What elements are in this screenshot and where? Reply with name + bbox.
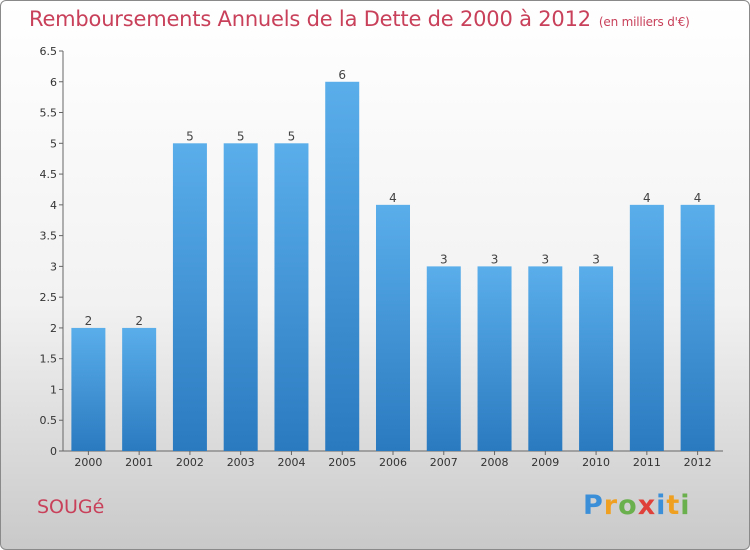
- data-label: 3: [592, 252, 600, 266]
- y-tick-label: 2.5: [40, 291, 58, 304]
- data-label: 3: [541, 252, 549, 266]
- y-tick-label: 1.5: [40, 353, 58, 366]
- y-tick-label: 3.5: [40, 230, 58, 243]
- data-label: 4: [694, 191, 702, 205]
- y-tick-label: 6.5: [40, 45, 58, 58]
- y-tick-label: 4: [50, 199, 57, 212]
- data-label: 2: [135, 314, 143, 328]
- x-tick-label: 2008: [481, 456, 509, 469]
- bar-2006: [376, 204, 410, 451]
- proxiti-logo[interactable]: Proxiti: [583, 490, 691, 521]
- x-tick-label: 2010: [582, 456, 610, 469]
- commune-name: SOUGé: [37, 496, 105, 518]
- bar-2008: [477, 266, 512, 451]
- bar-2007: [426, 266, 461, 451]
- data-label: 4: [389, 191, 397, 205]
- data-label: 5: [288, 129, 296, 143]
- bar-2012: [680, 204, 715, 451]
- data-label: 4: [643, 191, 651, 205]
- y-tick-label: 2: [50, 322, 57, 335]
- y-tick-label: 0: [50, 445, 57, 458]
- data-label: 5: [186, 129, 194, 143]
- bar-2000: [71, 327, 106, 451]
- x-tick-label: 2006: [379, 456, 407, 469]
- data-label: 3: [491, 252, 499, 266]
- x-tick-label: 2002: [176, 456, 204, 469]
- bar-2002: [172, 143, 207, 452]
- y-tick-label: 5.5: [40, 107, 58, 120]
- logo-letter: r: [603, 490, 619, 521]
- logo-letter: x: [637, 490, 657, 521]
- x-tick-label: 2009: [531, 456, 559, 469]
- bar-2004: [274, 143, 309, 452]
- x-tick-label: 2011: [633, 456, 661, 469]
- x-tick-label: 2007: [430, 456, 458, 469]
- bar-2010: [579, 266, 614, 451]
- data-label: 5: [237, 129, 245, 143]
- y-tick-label: 1: [50, 383, 57, 396]
- y-tick-label: 4.5: [40, 168, 58, 181]
- logo-letter: P: [583, 490, 604, 521]
- data-label: 2: [85, 314, 93, 328]
- x-tick-label: 2003: [227, 456, 255, 469]
- data-label: 6: [338, 68, 346, 82]
- logo-letter: o: [618, 490, 638, 521]
- x-tick-label: 2012: [684, 456, 712, 469]
- logo-letter: t: [666, 490, 681, 521]
- bar-2011: [629, 204, 664, 451]
- chart-title: Remboursements Annuels de la Dette de 20…: [29, 7, 690, 31]
- logo-letter: i: [680, 490, 691, 521]
- x-tick-label: 2005: [328, 456, 356, 469]
- y-tick-label: 3: [50, 260, 57, 273]
- chart-subtitle: (en milliers d'€): [598, 15, 690, 29]
- y-tick-label: 0.5: [40, 414, 58, 427]
- bar-2005: [325, 81, 360, 452]
- y-tick-label: 5: [50, 137, 57, 150]
- x-tick-label: 2000: [74, 456, 102, 469]
- x-tick-label: 2001: [125, 456, 153, 469]
- y-tick-label: 6: [50, 76, 57, 89]
- bar-2001: [122, 327, 157, 451]
- bar-2009: [528, 266, 563, 451]
- bar-2003: [223, 143, 258, 452]
- chart-title-text: Remboursements Annuels de la Dette de 20…: [29, 7, 591, 31]
- data-label: 3: [440, 252, 448, 266]
- x-tick-label: 2004: [277, 456, 305, 469]
- logo-letter: i: [656, 490, 667, 521]
